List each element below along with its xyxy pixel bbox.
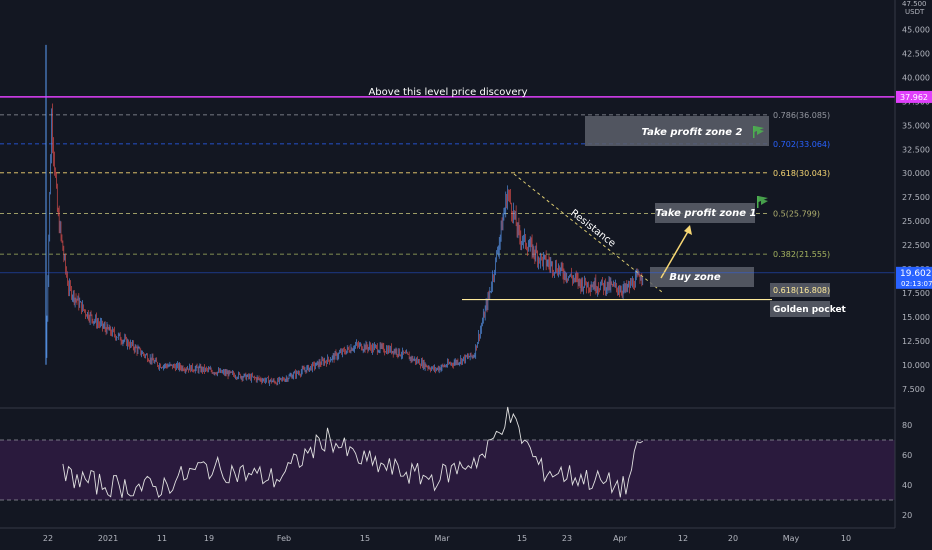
price-axis-top-label: 47.500 — [902, 0, 927, 8]
price-tick-label: 45.000 — [902, 26, 930, 35]
time-tick-label: 22 — [43, 534, 53, 543]
last-price-tag — [896, 266, 932, 289]
time-tick-label: 11 — [157, 534, 167, 543]
rsi-tick-label: 60 — [902, 451, 912, 460]
time-tick-label: Feb — [277, 534, 291, 543]
buy-zone[interactable] — [650, 267, 754, 287]
time-tick-label: 2021 — [98, 534, 118, 543]
price-tick-label: 12.500 — [902, 337, 930, 346]
flag-icon — [753, 126, 764, 138]
currency-label: USDT — [905, 8, 925, 16]
fib-levels: 0.786(36.085) 0.702(33.064) 0.618(30.043) 0… — [0, 111, 830, 259]
rsi-tick-label: 80 — [902, 421, 912, 430]
price-tick-label: 30.000 — [902, 169, 930, 178]
time-tick-label: 10 — [841, 534, 851, 543]
fib-level-label: 0.786(36.085) — [773, 111, 830, 120]
rsi-band — [0, 440, 895, 500]
price-tick-label: 7.500 — [902, 385, 925, 394]
price-tick-label: 25.000 — [902, 217, 930, 226]
price-tick-label: 17.500 — [902, 289, 930, 298]
buy-zone-label: Buy zone — [669, 272, 721, 283]
resistance-line[interactable] — [513, 173, 663, 293]
price-discovery-note: Above this level price discovery — [368, 87, 527, 98]
time-tick-label: 23 — [562, 534, 572, 543]
fib-level-label: 0.5(25.799) — [773, 209, 820, 218]
golden-pocket-level-label: 0.618(16.808) — [773, 286, 830, 295]
flag-icon — [757, 196, 768, 208]
take-profit-zone-2-label: Take profit zone 2 — [641, 127, 742, 138]
time-tick-label: May — [783, 534, 800, 543]
price-tick-label: 35.000 — [902, 121, 930, 130]
take-profit-zone-1-label: Take profit zone 1 — [655, 208, 756, 219]
price-tick-label: 10.000 — [902, 361, 930, 370]
fib-level-label: 0.618(30.043) — [773, 169, 830, 178]
last-price-tag-label: 19.602 — [900, 269, 932, 279]
golden-pocket-label: Golden pocket — [773, 305, 847, 315]
price-discovery-tag-label: 37.962 — [900, 93, 928, 102]
time-tick-label: Apr — [613, 534, 628, 543]
last-price-countdown: 02:13:07 — [901, 280, 932, 288]
price-tick-label: 22.500 — [902, 241, 930, 250]
time-axis[interactable]: 22 2021 11 19 Feb 15 Mar 15 23 Apr 12 20 May 10 — [43, 534, 851, 543]
time-tick-label: 15 — [517, 534, 527, 543]
price-tick-label: 40.000 — [902, 73, 930, 82]
time-tick-label: 12 — [678, 534, 688, 543]
time-tick-label: 20 — [728, 534, 738, 543]
rsi-axis[interactable]: 80 60 40 20 — [902, 421, 912, 520]
target-arrow-icon — [660, 225, 692, 279]
price-tick-label: 15.000 — [902, 313, 930, 322]
rsi-line — [62, 406, 644, 498]
price-tick-label: 32.500 — [902, 145, 930, 154]
golden-pocket-level-box — [770, 283, 830, 297]
rsi-tick-label: 40 — [902, 481, 912, 490]
price-tick-label: 27.500 — [902, 193, 930, 202]
golden-pocket-box — [770, 301, 830, 317]
take-profit-zone-2[interactable] — [585, 116, 769, 146]
rsi-tick-label: 20 — [902, 511, 912, 520]
take-profit-zone-1[interactable] — [655, 203, 755, 223]
time-tick-label: 15 — [360, 534, 370, 543]
fib-level-label: 0.702(33.064) — [773, 140, 830, 149]
fib-level-label: 0.382(21.555) — [773, 250, 830, 259]
price-discovery-tag — [896, 90, 932, 103]
time-tick-label: 19 — [204, 534, 214, 543]
price-tick-label: 42.500 — [902, 49, 930, 58]
price-candles — [45, 44, 644, 386]
time-tick-label: Mar — [434, 534, 450, 543]
